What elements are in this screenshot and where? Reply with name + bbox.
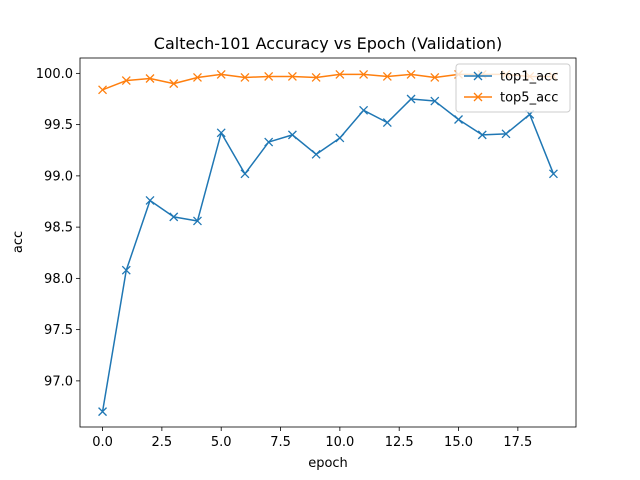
data-point — [406, 69, 416, 79]
data-point — [169, 79, 179, 89]
data-point — [169, 212, 179, 222]
data-point — [359, 69, 369, 79]
y-tick-label: 99.0 — [44, 169, 73, 184]
data-point — [145, 74, 155, 83]
data-point — [240, 73, 250, 82]
data-point — [548, 169, 558, 179]
data-point — [335, 69, 345, 79]
plot-frame — [79, 57, 577, 428]
legend: top1_acc top5_acc — [455, 63, 571, 113]
x-tick-label: 10.0 — [325, 435, 354, 450]
y-tick-label: 98.0 — [44, 272, 73, 287]
x-axis-label: epoch — [308, 456, 348, 471]
plot-area — [80, 58, 576, 427]
x-tick-label: 5.0 — [211, 435, 232, 450]
x-tick-label: 0.0 — [92, 435, 113, 450]
data-point — [501, 129, 511, 139]
y-axis-ticks: 97.0 97.5 98.0 98.5 99.0 99.5 100.0 — [36, 67, 80, 389]
data-point — [406, 94, 416, 104]
data-point — [216, 69, 226, 79]
chart-title: Caltech-101 Accuracy vs Epoch (Validatio… — [154, 34, 502, 53]
data-point — [264, 71, 274, 81]
data-point — [359, 105, 369, 115]
data-point — [98, 85, 108, 95]
data-point — [311, 149, 321, 159]
x-tick-label: 12.5 — [385, 435, 414, 450]
data-point — [335, 133, 345, 143]
legend-entry: top5_acc — [464, 91, 558, 106]
data-point — [98, 407, 108, 417]
data-point — [145, 196, 155, 205]
series-line — [101, 98, 555, 412]
x-tick-label: 15.0 — [444, 435, 473, 450]
legend-label: top5_acc — [500, 91, 558, 106]
data-point — [430, 73, 440, 82]
data-point — [382, 71, 392, 81]
series-top1_acc — [98, 94, 558, 417]
data-point — [193, 73, 202, 82]
y-axis-label: acc — [11, 231, 26, 253]
legend-marker — [473, 71, 483, 81]
data-point — [287, 130, 297, 140]
y-tick-label: 100.0 — [36, 67, 73, 82]
data-point — [430, 96, 440, 106]
legend-label: top1_acc — [500, 70, 558, 85]
legend-marker — [473, 92, 483, 102]
y-tick-label: 97.0 — [44, 374, 73, 389]
data-point — [193, 216, 202, 226]
x-tick-label: 7.5 — [270, 435, 291, 450]
data-point — [121, 265, 131, 275]
x-axis-ticks: 0.0 2.5 5.0 7.5 10.0 12.5 15.0 17.5 — [92, 427, 532, 450]
data-point — [382, 118, 392, 128]
y-tick-label: 99.5 — [44, 118, 73, 133]
data-point — [477, 130, 487, 140]
x-tick-label: 2.5 — [152, 435, 173, 450]
data-point — [216, 128, 226, 138]
data-point — [264, 137, 274, 147]
y-tick-label: 98.5 — [44, 221, 73, 236]
data-point — [240, 169, 250, 179]
data-point — [454, 115, 463, 124]
x-tick-label: 17.5 — [503, 435, 532, 450]
legend-entry: top1_acc — [464, 70, 558, 85]
data-point — [311, 73, 321, 82]
data-point — [287, 71, 297, 81]
data-point — [121, 76, 131, 86]
y-tick-label: 97.5 — [44, 323, 73, 338]
